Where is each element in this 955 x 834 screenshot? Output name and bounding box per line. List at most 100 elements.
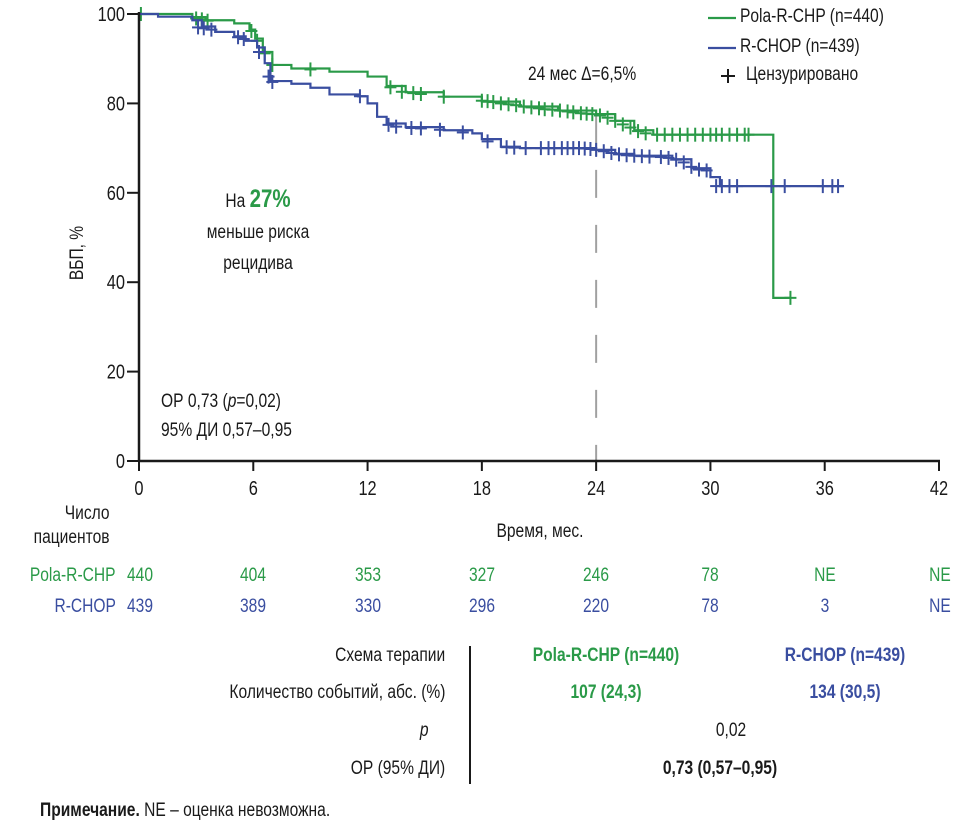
- risk-row-value: NE: [929, 565, 951, 586]
- summary-row-label-scheme: Схема терапии: [334, 645, 445, 666]
- risk-table-title: Число пациентов: [34, 502, 110, 550]
- summary-events-pola: 107 (24,3): [570, 682, 642, 703]
- x-tick-label: 18: [473, 476, 491, 499]
- risk-row-label: R-CHOP: [54, 596, 116, 617]
- censor-mark: [245, 23, 258, 38]
- censor-mark: [390, 119, 403, 134]
- risk-reduction-annotation: На 27% меньше риска рецидива: [207, 184, 310, 279]
- censor-mark: [456, 125, 469, 140]
- censor-mark: [414, 121, 427, 136]
- censor-mark: [700, 163, 713, 178]
- censor-mark: [304, 62, 317, 77]
- hr-line2: 95% ДИ 0,57–0,95: [161, 420, 292, 441]
- censor-mark: [433, 122, 446, 137]
- censor-mark: [632, 124, 645, 139]
- x-tick-label: 36: [816, 476, 834, 499]
- risk-row-value: 327: [468, 565, 495, 586]
- summary-hr-value: 0,73 (0,57–0,95): [662, 758, 778, 779]
- censor-mark: [414, 87, 427, 102]
- risk-row-value: 246: [583, 565, 610, 586]
- summary-p-value: 0,02: [715, 720, 747, 741]
- y-tick-label: 100: [98, 2, 125, 25]
- censor-mark: [232, 30, 245, 45]
- risk-row-value: NE: [813, 565, 836, 586]
- censor-mark: [510, 98, 523, 113]
- censor-mark: [437, 89, 450, 104]
- y-tick-label: 60: [107, 181, 125, 204]
- censor-mark: [731, 179, 744, 194]
- y-tick-label: 20: [107, 360, 125, 383]
- censor-mark: [586, 107, 599, 122]
- censor-mark: [590, 142, 603, 157]
- y-axis-label: ВБП, %: [67, 225, 88, 281]
- risk-reduction-line2: меньше риска: [206, 222, 310, 243]
- risk-reduction-prefix: На: [225, 191, 246, 212]
- footnote-bold: Примечание.: [40, 800, 140, 821]
- censor-mark: [670, 152, 683, 167]
- risk-row-value: 296: [468, 596, 495, 617]
- x-tick-label: 30: [701, 476, 719, 499]
- x-tick-label: 24: [587, 476, 605, 499]
- hr-p-symbol: p: [227, 391, 237, 412]
- legend-label-rchop: R-CHOP (n=439): [740, 36, 860, 57]
- censor-mark: [616, 117, 629, 132]
- footnote-text: NE – оценка невозможна.: [139, 800, 331, 821]
- x-tick-label: 12: [358, 476, 376, 499]
- legend-label-pola: Pola-R-CHP (n=440): [740, 6, 884, 27]
- y-tick-label: 40: [107, 271, 125, 294]
- risk-row-value: 78: [701, 596, 720, 617]
- censor-mark: [266, 57, 279, 72]
- censor-mark: [662, 150, 675, 165]
- censor-mark: [639, 126, 652, 141]
- legend-label-censored: Цензурировано: [746, 64, 859, 85]
- censor-mark: [201, 13, 214, 28]
- censor-mark: [605, 146, 618, 161]
- risk-reduction-line3: рецидива: [223, 253, 293, 274]
- censor-mark: [237, 32, 250, 47]
- censor-mark: [519, 141, 532, 156]
- x-axis-label: Время, мес.: [496, 521, 584, 542]
- hr-line1: ОР 0,73 (p=0,02): [161, 387, 292, 416]
- risk-row-value: 404: [240, 565, 267, 586]
- risk-row-value: 353: [354, 565, 381, 586]
- hr-annotation: ОР 0,73 (p=0,02) 95% ДИ 0,57–0,95: [161, 387, 292, 445]
- footnote: Примечание. NE – оценка невозможна.: [40, 800, 330, 822]
- censor-mark: [395, 84, 408, 99]
- risk-row-value: 330: [354, 596, 381, 617]
- censor-mark: [197, 21, 210, 36]
- km-curve-pola-r-chp: [139, 12, 791, 299]
- censor-mark: [643, 149, 656, 164]
- summary-header-rchop: R-CHOP (n=439): [784, 645, 906, 666]
- censor-mark: [487, 95, 500, 110]
- risk-row-value: 3: [820, 596, 830, 617]
- censor-mark: [205, 22, 218, 37]
- y-tick-label: 0: [116, 449, 125, 472]
- censor-mark: [784, 290, 797, 305]
- censor-mark: [609, 113, 622, 128]
- censor-mark: [253, 44, 265, 59]
- censor-mark: [508, 140, 521, 155]
- censor-mark: [593, 108, 606, 123]
- summary-row-label-hr: ОР (95% ДИ): [350, 758, 445, 779]
- hr-suffix: =0,02): [236, 391, 281, 412]
- risk-table-title-line1: Число: [65, 503, 110, 524]
- censor-mark: [685, 159, 698, 174]
- x-tick-label: 0: [134, 476, 143, 499]
- censor-mark: [353, 89, 366, 104]
- risk-row-value: 220: [583, 596, 610, 617]
- series-layer: [134, 7, 845, 305]
- legend-layer: [708, 16, 736, 83]
- summary-table-separator: [469, 646, 471, 784]
- x-tick-label: 42: [930, 476, 948, 499]
- risk-row-value: 78: [701, 565, 720, 586]
- censor-mark: [624, 120, 637, 135]
- summary-header-pola: Pola-R-CHP (n=440): [532, 645, 680, 666]
- risk-row-value: 389: [240, 596, 267, 617]
- x-tick-label: 6: [249, 476, 258, 499]
- censor-mark: [601, 110, 614, 125]
- summary-events-rchop: 134 (30,5): [809, 682, 881, 703]
- censor-mark: [597, 144, 610, 159]
- hr-prefix: ОР 0,73 (: [161, 391, 228, 412]
- y-tick-label: 80: [107, 92, 125, 115]
